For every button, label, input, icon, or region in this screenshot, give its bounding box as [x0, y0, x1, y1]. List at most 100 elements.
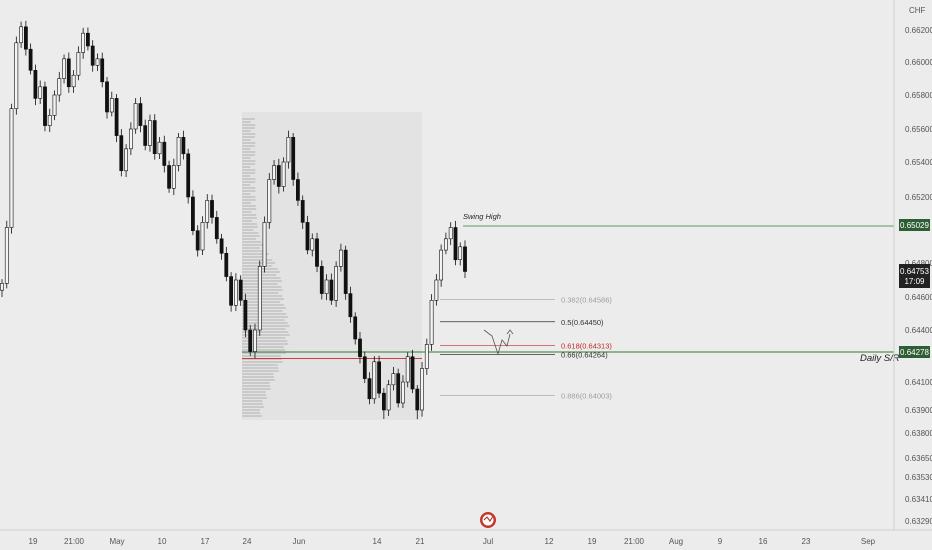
candle: [171, 158, 176, 196]
candle: [191, 190, 195, 236]
time-tick: 14: [373, 537, 382, 546]
profile-bar: [242, 130, 251, 132]
profile-bar: [242, 136, 255, 138]
profile-bar: [242, 265, 273, 267]
time-tick: 23: [802, 537, 811, 546]
candle: [291, 133, 296, 186]
profile-bar: [242, 169, 256, 171]
time-tick: 17: [201, 537, 210, 546]
currency-label: CHF: [909, 6, 926, 15]
price-tick: 0.63410: [905, 495, 932, 504]
profile-bar: [242, 151, 256, 153]
candle: [343, 245, 348, 300]
candle: [95, 53, 100, 72]
profile-bar: [242, 229, 254, 231]
time-tick: 12: [545, 537, 554, 546]
candle: [205, 194, 210, 229]
profile-bar: [242, 316, 289, 318]
profile-bar: [242, 148, 251, 150]
candle: [276, 158, 281, 194]
profile-bar: [242, 187, 256, 189]
candle: [463, 240, 467, 279]
profile-bar: [242, 211, 252, 213]
candle: [66, 52, 71, 93]
candle: [262, 216, 267, 273]
candle: [243, 293, 248, 338]
profile-bar: [242, 247, 260, 249]
candle: [47, 108, 52, 133]
candle: [405, 352, 410, 388]
price-tick: 0.65400: [905, 158, 932, 167]
time-tick: 19: [588, 537, 597, 546]
candle: [100, 52, 105, 88]
candle: [396, 368, 401, 408]
time-tick: 21:00: [624, 537, 645, 546]
time-tick: 24: [243, 537, 252, 546]
profile-bar: [242, 295, 283, 297]
candle: [424, 338, 429, 375]
price-tick: 0.64400: [905, 326, 932, 335]
candle: [71, 70, 76, 93]
profile-bar: [242, 310, 283, 312]
profile-bar: [242, 346, 284, 348]
time-tick: Sep: [861, 537, 876, 546]
candle: [81, 27, 86, 59]
countdown-text: 17:09: [904, 277, 925, 286]
profile-bar: [242, 373, 274, 375]
candle: [210, 194, 214, 224]
profile-bar: [242, 376, 274, 378]
price-axis[interactable]: 0.66200 0.66000 0.65800 0.65600 0.65400 0.652…: [905, 26, 932, 526]
profile-bar: [242, 157, 251, 159]
profile-bar: [242, 370, 279, 372]
time-tick: 21: [416, 537, 425, 546]
profile-bar: [242, 322, 288, 324]
profile-bar: [242, 337, 286, 339]
time-axis[interactable]: 19 21:00 May 10 17 24 Jun 14 21 Jul 12 19 21:00 Aug 9 1…: [29, 537, 876, 546]
candle: [439, 244, 444, 287]
fib-levels: 0.382(0.64586) 0.5(0.64450) 0.618(0.64313)…: [440, 295, 612, 401]
profile-bar: [242, 391, 266, 393]
candle: [234, 273, 238, 311]
profile-bar: [242, 139, 251, 141]
current-price-badge: [899, 264, 930, 288]
profile-bar: [242, 214, 257, 216]
profile-bar: [242, 415, 262, 417]
sr-price-badge: [899, 346, 930, 358]
candle: [334, 261, 339, 307]
candle: [43, 81, 47, 132]
price-tick: 0.63900: [905, 406, 932, 415]
profile-bar: [242, 172, 256, 174]
profile-bar: [242, 154, 255, 156]
profile-bar: [242, 190, 256, 192]
candle: [272, 160, 277, 185]
price-tick: 0.66000: [905, 58, 932, 67]
profile-bar: [242, 403, 263, 405]
candle: [219, 233, 224, 260]
profile-bar: [242, 208, 257, 210]
profile-bar: [242, 328, 286, 330]
profile-bar: [242, 385, 270, 387]
profile-bar: [242, 118, 255, 120]
candle: [195, 225, 200, 257]
profile-bar: [242, 124, 256, 126]
profile-bar: [242, 406, 265, 408]
candle: [76, 46, 81, 81]
candle: [19, 21, 24, 48]
profile-bar: [242, 259, 273, 261]
profile-bar: [242, 394, 266, 396]
price-tick: 0.64800: [905, 259, 932, 268]
candle: [138, 97, 143, 133]
candle: [348, 286, 353, 323]
price-tick: 0.63650: [905, 454, 932, 463]
profile-bar: [242, 226, 258, 228]
profile-bar: [242, 232, 259, 234]
price-tick: 0.63290: [905, 517, 932, 526]
profile-bar: [242, 184, 251, 186]
candle: [9, 103, 14, 234]
profile-bar: [242, 178, 256, 180]
time-tick: Aug: [669, 537, 683, 546]
profile-bar: [242, 199, 256, 201]
candle: [448, 222, 453, 246]
